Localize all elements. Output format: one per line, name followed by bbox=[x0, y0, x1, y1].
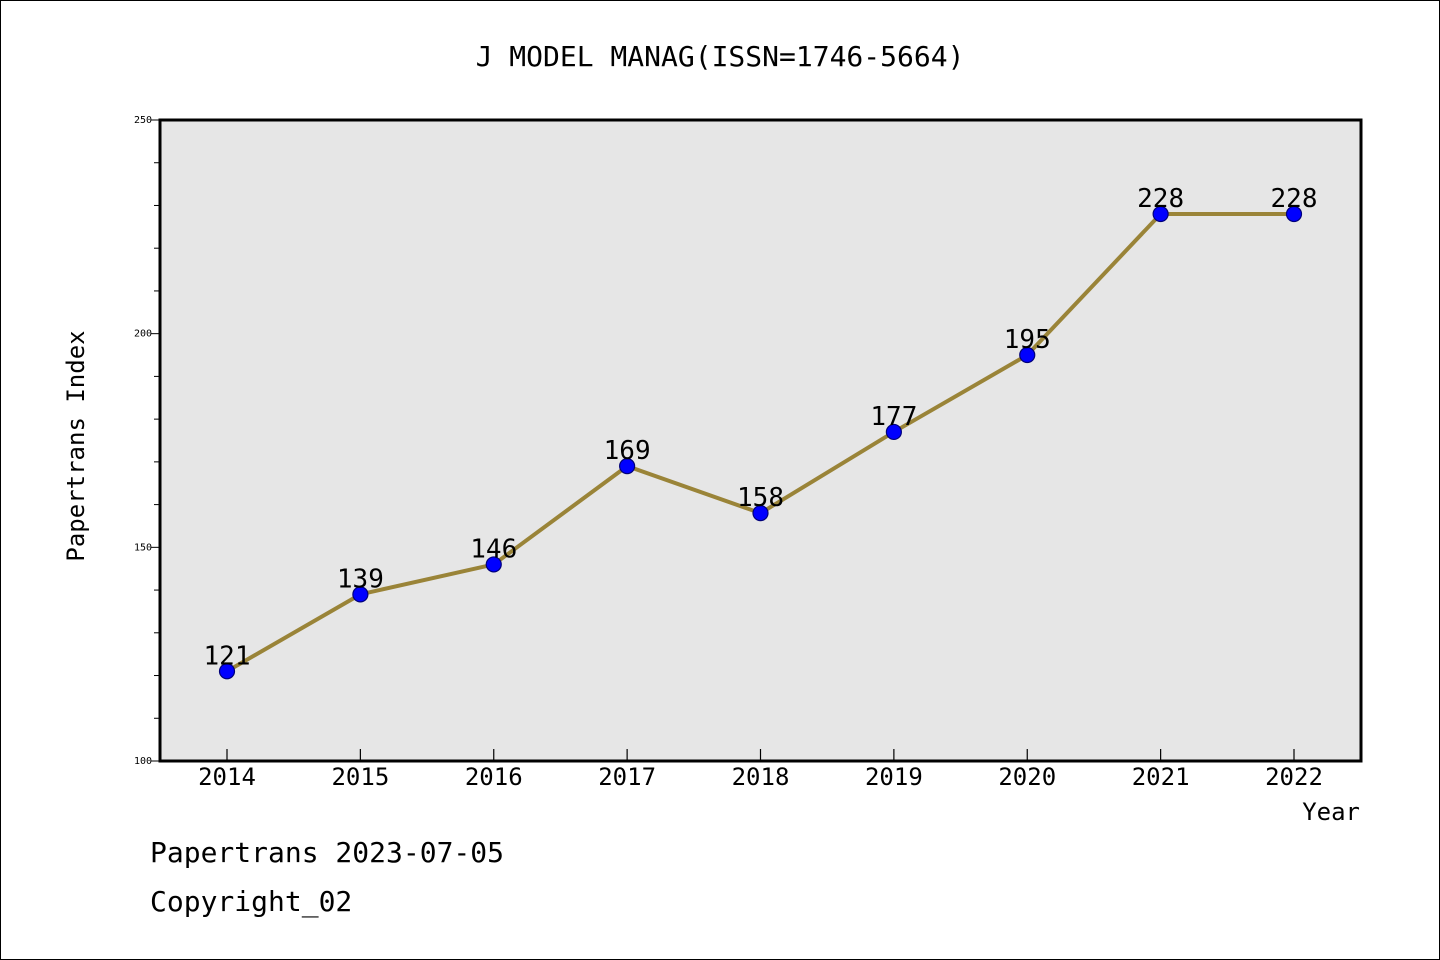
data-point bbox=[1285, 205, 1303, 223]
data-point bbox=[485, 556, 502, 573]
y-axis-ticks: 100 150 200 250 bbox=[134, 115, 160, 767]
data-label: 228 bbox=[1271, 184, 1318, 214]
x-tick-label: 2015 bbox=[331, 763, 389, 791]
plot-border bbox=[158, 118, 1363, 763]
y-tick-label: 150 bbox=[134, 542, 152, 553]
data-point bbox=[218, 663, 236, 680]
footer-copyright: Copyright_02 bbox=[150, 885, 353, 918]
footer-date-line: Papertrans 2023-07-05 bbox=[150, 836, 505, 869]
data-point bbox=[619, 458, 636, 475]
data-label: 139 bbox=[337, 564, 384, 594]
data-point bbox=[1152, 205, 1169, 223]
x-tick-label: 2019 bbox=[865, 763, 923, 791]
data-label: 195 bbox=[1004, 325, 1051, 355]
data-label: 169 bbox=[604, 436, 651, 466]
chart-title: J MODEL MANAG(ISSN=1746-5664) bbox=[476, 40, 965, 73]
x-tick-label: 2017 bbox=[598, 763, 656, 791]
plot-area bbox=[160, 120, 1361, 761]
data-point bbox=[1019, 346, 1036, 364]
y-tick-label: 200 bbox=[134, 329, 152, 340]
data-markers bbox=[218, 205, 1303, 680]
x-tick-label: 2016 bbox=[465, 763, 523, 791]
x-tick-label: 2022 bbox=[1265, 763, 1323, 791]
x-axis-ticks: 2014 2015 2016 2017 2018 2019 2020 2021 2022 bbox=[198, 749, 1323, 791]
x-tick-label: 2014 bbox=[198, 763, 256, 791]
x-tick-label: 2018 bbox=[732, 763, 790, 791]
y-tick-label: 100 bbox=[134, 756, 152, 767]
x-axis-label: Year bbox=[1302, 798, 1360, 826]
data-label: 177 bbox=[870, 402, 917, 432]
data-point bbox=[885, 423, 902, 441]
data-label: 146 bbox=[470, 534, 517, 564]
data-label: 228 bbox=[1137, 184, 1184, 214]
data-labels: 121 139 146 169 158 177 195 228 228 bbox=[204, 184, 1318, 671]
data-point bbox=[352, 586, 369, 603]
x-tick-label: 2021 bbox=[1132, 763, 1190, 791]
x-tick-label: 2020 bbox=[998, 763, 1056, 791]
data-label: 158 bbox=[737, 483, 784, 513]
data-point bbox=[752, 505, 769, 522]
y-axis-label: Papertrans Index bbox=[62, 330, 90, 561]
data-label: 121 bbox=[204, 641, 251, 671]
y-tick-label: 250 bbox=[134, 115, 152, 126]
